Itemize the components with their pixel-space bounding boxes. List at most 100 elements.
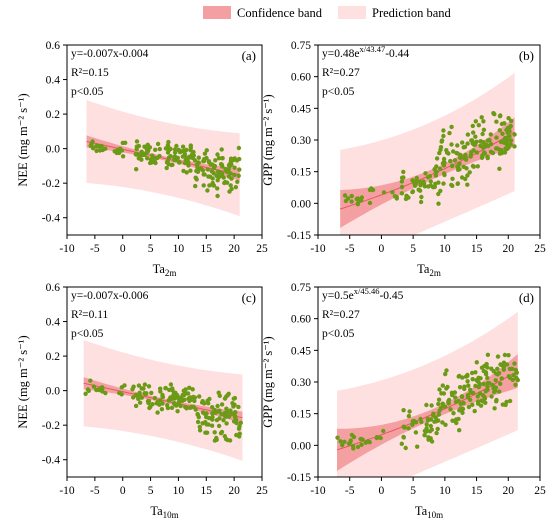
data-point xyxy=(236,173,241,178)
data-point xyxy=(461,164,466,169)
data-point xyxy=(134,146,139,152)
x-tick-label: -5 xyxy=(345,243,355,255)
x-tick-label: 5 xyxy=(148,243,154,255)
y-axis-label: GPP (mg m⁻² s⁻¹) xyxy=(261,336,275,427)
data-point xyxy=(451,411,456,416)
data-point xyxy=(437,166,443,171)
data-point xyxy=(172,394,177,399)
data-point xyxy=(425,416,431,422)
data-point xyxy=(481,119,486,124)
data-point xyxy=(160,401,165,406)
data-point xyxy=(94,148,99,154)
data-point xyxy=(136,383,142,388)
data-point xyxy=(401,169,406,175)
data-point xyxy=(439,391,444,396)
data-point xyxy=(489,366,494,371)
x-tick-label: 20 xyxy=(228,485,240,497)
data-point xyxy=(492,388,498,394)
data-point xyxy=(440,420,445,425)
data-point xyxy=(422,428,428,434)
data-point xyxy=(452,158,458,163)
data-point xyxy=(498,362,503,367)
data-point xyxy=(197,424,202,430)
panel-label: (b) xyxy=(519,48,534,63)
data-point xyxy=(160,394,165,399)
panel-label: (d) xyxy=(519,290,534,305)
data-point xyxy=(495,354,501,359)
data-point xyxy=(459,175,465,180)
x-tick-label: 15 xyxy=(471,485,483,497)
data-point xyxy=(510,377,515,382)
data-point xyxy=(340,442,345,448)
data-point xyxy=(367,187,373,193)
data-point xyxy=(480,131,485,137)
data-point xyxy=(472,408,477,414)
data-point xyxy=(423,171,428,176)
data-point xyxy=(207,396,212,402)
data-point xyxy=(100,147,106,153)
data-point xyxy=(165,144,171,149)
data-point xyxy=(473,119,478,124)
y-tick-label: -0.2 xyxy=(42,178,60,190)
data-point xyxy=(436,412,442,417)
data-point xyxy=(512,144,517,149)
equation-text: y=0.5ex/45.46-0.45 xyxy=(322,286,404,302)
data-point xyxy=(236,145,242,151)
data-point xyxy=(466,404,472,410)
data-point xyxy=(485,387,490,392)
data-point xyxy=(515,377,520,383)
data-point xyxy=(120,140,126,146)
y-tick-label: -0.2 xyxy=(42,420,60,432)
data-point xyxy=(498,113,503,118)
data-point xyxy=(139,157,144,162)
data-point xyxy=(438,145,444,150)
data-point xyxy=(188,405,193,410)
data-point xyxy=(180,144,186,149)
data-point xyxy=(474,360,479,365)
data-point xyxy=(192,395,198,400)
data-point xyxy=(463,157,469,162)
equation-text: y=-0.007x-0.006 xyxy=(71,290,149,302)
data-point xyxy=(454,150,459,156)
data-point xyxy=(203,430,208,435)
data-point xyxy=(410,189,415,195)
data-point xyxy=(485,154,490,159)
data-point xyxy=(401,408,406,413)
data-point xyxy=(204,414,209,420)
data-point xyxy=(213,158,218,163)
data-point xyxy=(210,414,215,420)
data-point xyxy=(153,147,158,152)
legend-prediction-swatch xyxy=(338,6,366,19)
r2-text: R²=0.15 xyxy=(71,67,109,79)
data-point xyxy=(216,423,222,429)
data-point xyxy=(232,165,237,170)
data-point xyxy=(168,382,174,387)
data-point xyxy=(170,386,175,391)
data-point xyxy=(165,158,170,164)
data-point xyxy=(419,194,424,200)
data-point xyxy=(434,430,439,436)
panel-label: (a) xyxy=(242,48,256,63)
x-tick-label: 10 xyxy=(439,243,451,255)
data-point xyxy=(422,184,428,189)
data-point xyxy=(399,179,405,184)
data-point xyxy=(471,130,476,135)
data-point xyxy=(399,184,405,190)
data-point xyxy=(186,163,191,168)
data-point xyxy=(473,383,478,389)
data-point xyxy=(177,159,182,165)
data-point xyxy=(478,403,484,408)
x-tick-label: -10 xyxy=(59,243,75,255)
prediction-band xyxy=(340,72,515,235)
data-point xyxy=(349,199,354,204)
data-point xyxy=(428,179,433,184)
data-point xyxy=(407,409,412,414)
data-point xyxy=(231,396,236,401)
data-point xyxy=(196,155,201,160)
data-point xyxy=(446,401,451,406)
data-point xyxy=(430,185,436,190)
data-point xyxy=(221,418,226,423)
data-point xyxy=(210,180,215,186)
data-point xyxy=(229,176,234,181)
data-point xyxy=(190,387,195,392)
